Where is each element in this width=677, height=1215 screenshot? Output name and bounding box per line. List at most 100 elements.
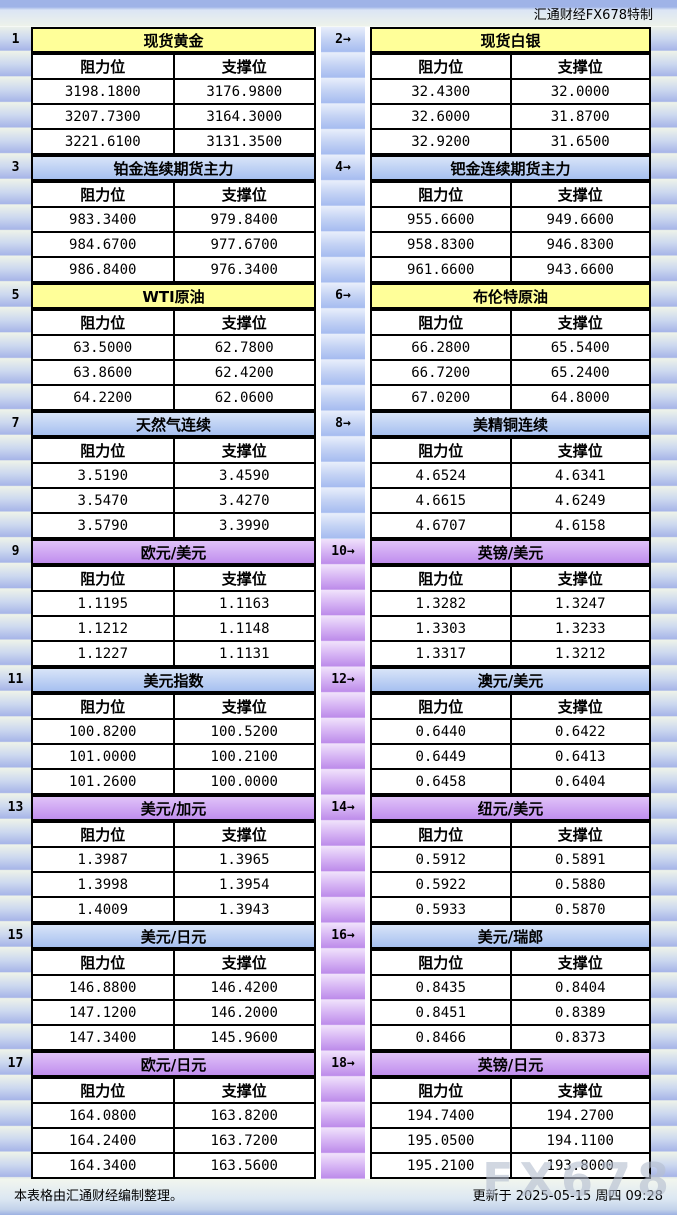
table-title: WTI原油: [33, 285, 314, 309]
resistance-value: 67.0200: [411, 389, 471, 406]
gutter: 2→: [316, 27, 370, 155]
col-header-resistance: 阻力位: [418, 314, 464, 332]
col-header-resistance: 阻力位: [418, 698, 464, 716]
support-value: 193.8000: [509, 1154, 650, 1177]
price-table-usdcad: 美元/加元 阻力位 支撑位 1.3987 1.3965 1.3998 1.3954 1…: [31, 795, 316, 923]
support-value: 3131.3500: [172, 130, 315, 153]
col-header-support: 支撑位: [172, 695, 315, 718]
table-number: 3: [11, 160, 20, 176]
table-pair-gold-silver: 1 现货黄金 阻力位 支撑位 3198.1800 3176.9800 3207.73…: [0, 27, 677, 155]
resistance-value: 3.5470: [77, 492, 129, 509]
col-header-support: 支撑位: [172, 567, 315, 590]
support-value: 3.3990: [172, 514, 315, 537]
resistance-value: 3198.1800: [64, 83, 141, 100]
resistance-value: 101.2600: [69, 773, 137, 790]
support-value: 3164.3000: [172, 105, 315, 128]
price-table-gbpusd: 英镑/美元 阻力位 支撑位 1.3282 1.3247 1.3303 1.3233 1…: [370, 539, 651, 667]
row-number-cell: 7: [0, 411, 31, 539]
row-number-cell: 1: [0, 27, 31, 155]
support-value: 3176.9800: [172, 80, 315, 103]
resistance-value: 1.3282: [415, 595, 467, 612]
right-margin: [651, 411, 677, 539]
support-value: 977.6700: [172, 233, 315, 256]
col-header-support: 支撑位: [172, 1079, 315, 1102]
resistance-value: 195.0500: [407, 1132, 475, 1149]
resistance-value: 1.1212: [77, 620, 129, 637]
table-number: 13: [7, 800, 24, 816]
price-table-natgas: 天然气连续 阻力位 支撑位 3.5190 3.4590 3.5470 3.4270 3…: [31, 411, 316, 539]
support-value: 146.2000: [172, 1001, 315, 1024]
right-margin: [651, 1051, 677, 1179]
table-title: 铂金连续期货主力: [33, 157, 314, 181]
table-title: 欧元/美元: [33, 541, 314, 565]
resistance-value: 1.3987: [77, 851, 129, 868]
resistance-value: 66.2800: [411, 339, 471, 356]
support-value: 1.3212: [509, 642, 650, 665]
col-header-support: 支撑位: [509, 183, 650, 206]
footer-credit: 本表格由汇通财经编制整理。: [14, 1188, 184, 1204]
row-number-cell: 5: [0, 283, 31, 411]
col-header-resistance: 阻力位: [418, 442, 464, 460]
resistance-value: 3221.6100: [64, 133, 141, 150]
table-title: 天然气连续: [33, 413, 314, 437]
resistance-value: 0.6449: [415, 748, 467, 765]
price-table-audusd: 澳元/美元 阻力位 支撑位 0.6440 0.6422 0.6449 0.6413 0…: [370, 667, 651, 795]
table-number: 8→: [335, 416, 351, 432]
support-value: 100.2100: [172, 745, 315, 768]
resistance-value: 1.3317: [415, 645, 467, 662]
right-margin: [651, 923, 677, 1051]
table-number: 2→: [335, 32, 351, 48]
resistance-value: 958.8300: [407, 236, 475, 253]
resistance-value: 101.0000: [69, 748, 137, 765]
right-margin: [651, 27, 677, 155]
col-header-resistance: 阻力位: [80, 186, 126, 204]
support-value: 0.8404: [509, 976, 650, 999]
resistance-value: 64.2200: [73, 389, 133, 406]
table-number: 14→: [331, 800, 355, 816]
table-pair-usdx-audusd: 11 美元指数 阻力位 支撑位 100.8200 100.5200 101.0000…: [0, 667, 677, 795]
table-pair-wti-brent: 5 WTI原油 阻力位 支撑位 63.5000 62.7800 63.8600 62.…: [0, 283, 677, 411]
right-margin: [651, 155, 677, 283]
support-value: 0.5870: [509, 898, 650, 921]
support-value: 1.3943: [172, 898, 315, 921]
price-table-usd-index: 美元指数 阻力位 支撑位 100.8200 100.5200 101.0000 100…: [31, 667, 316, 795]
table-pair-usdjpy-usdchf: 15 美元/日元 阻力位 支撑位 146.8800 146.4200 147.120…: [0, 923, 677, 1051]
resistance-value: 986.8400: [69, 261, 137, 278]
col-header-resistance: 阻力位: [80, 698, 126, 716]
col-header-support: 支撑位: [172, 55, 315, 78]
table-pair-eurjpy-gbpjpy: 17 欧元/日元 阻力位 支撑位 164.0800 163.8200 164.240…: [0, 1051, 677, 1179]
table-number: 6→: [335, 288, 351, 304]
support-value: 1.3965: [172, 848, 315, 871]
col-header-resistance: 阻力位: [418, 186, 464, 204]
table-title: 欧元/日元: [33, 1053, 314, 1077]
table-title: 现货白银: [372, 29, 649, 53]
support-value: 100.5200: [172, 720, 315, 743]
col-header-resistance: 阻力位: [418, 570, 464, 588]
table-pair-usdcad-nzdusd: 13 美元/加元 阻力位 支撑位 1.3987 1.3965 1.3998 1.395…: [0, 795, 677, 923]
table-title: 美元/日元: [33, 925, 314, 949]
resistance-value: 164.0800: [69, 1107, 137, 1124]
price-table-palladium: 钯金连续期货主力 阻力位 支撑位 955.6600 949.6600 958.830…: [370, 155, 651, 283]
support-value: 1.1131: [172, 642, 315, 665]
support-value: 4.6158: [509, 514, 650, 537]
col-header-resistance: 阻力位: [418, 1082, 464, 1100]
resistance-value: 955.6600: [407, 211, 475, 228]
col-header-resistance: 阻力位: [80, 826, 126, 844]
support-value: 0.6404: [509, 770, 650, 793]
support-value: 979.8400: [172, 208, 315, 231]
resistance-value: 164.2400: [69, 1132, 137, 1149]
resistance-value: 3207.7300: [64, 108, 141, 125]
table-number: 17: [7, 1056, 24, 1072]
support-value: 3.4270: [172, 489, 315, 512]
table-pair-natgas-copper: 7 天然气连续 阻力位 支撑位 3.5190 3.4590 3.5470 3.4270…: [0, 411, 677, 539]
support-value: 163.7200: [172, 1129, 315, 1152]
support-value: 946.8300: [509, 233, 650, 256]
support-value: 0.6413: [509, 745, 650, 768]
table-title: 钯金连续期货主力: [372, 157, 649, 181]
support-value: 0.5891: [509, 848, 650, 871]
price-table-eurjpy: 欧元/日元 阻力位 支撑位 164.0800 163.8200 164.2400 16…: [31, 1051, 316, 1179]
price-table-eurusd: 欧元/美元 阻力位 支撑位 1.1195 1.1163 1.1212 1.1148 1…: [31, 539, 316, 667]
col-header-support: 支撑位: [509, 439, 650, 462]
resistance-value: 195.2100: [407, 1157, 475, 1174]
resistance-value: 984.6700: [69, 236, 137, 253]
